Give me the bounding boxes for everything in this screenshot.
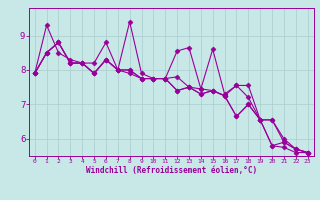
X-axis label: Windchill (Refroidissement éolien,°C): Windchill (Refroidissement éolien,°C) xyxy=(86,166,257,175)
